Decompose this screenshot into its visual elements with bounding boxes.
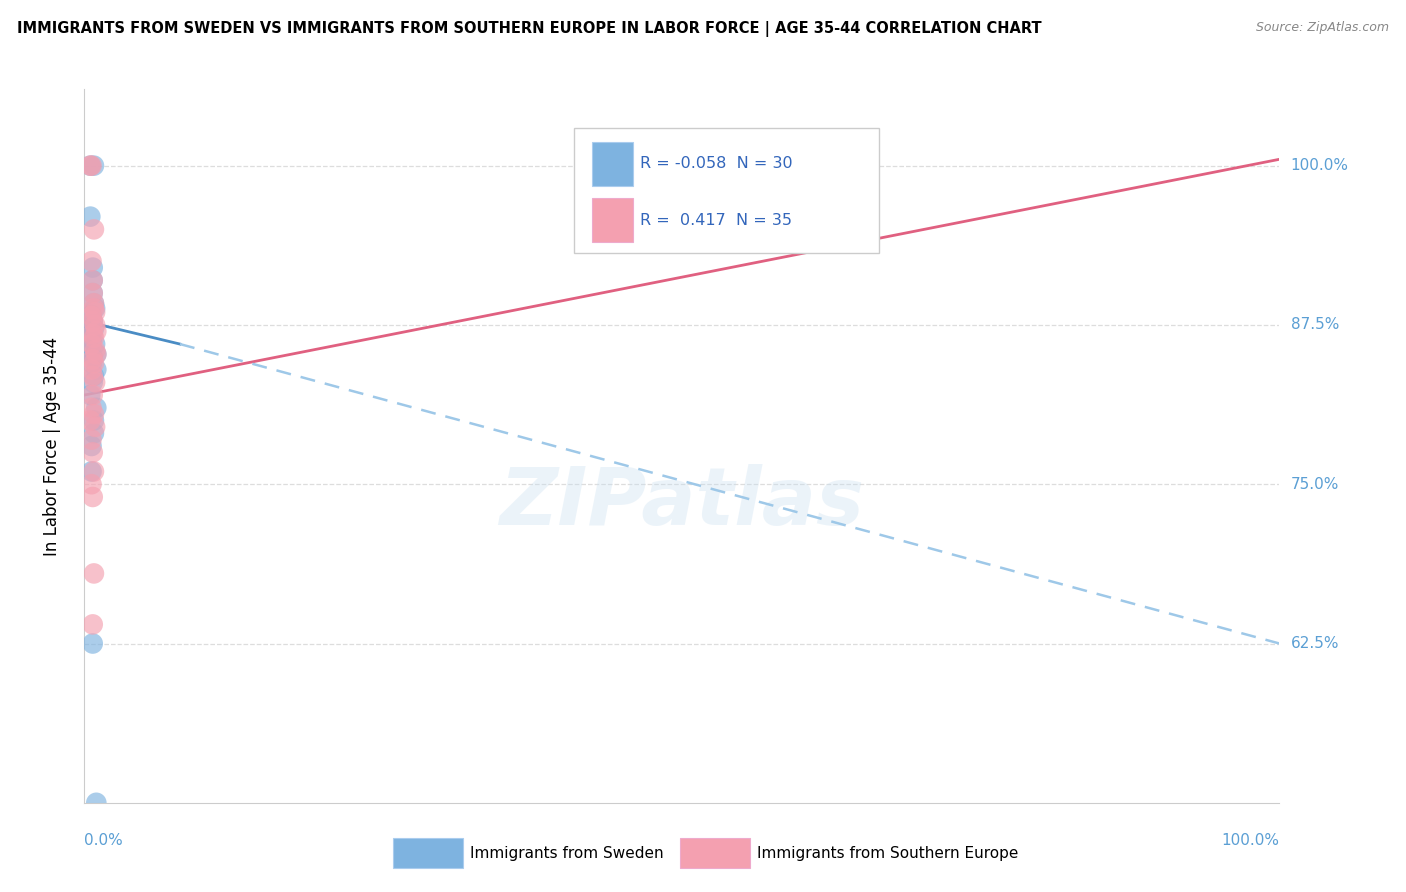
Text: Source: ZipAtlas.com: Source: ZipAtlas.com — [1256, 21, 1389, 35]
Text: ZIPatlas: ZIPatlas — [499, 464, 865, 542]
Text: 62.5%: 62.5% — [1291, 636, 1339, 651]
Text: 87.5%: 87.5% — [1291, 318, 1339, 333]
Point — [82, 273, 104, 287]
Point — [79, 159, 101, 173]
Point — [80, 439, 103, 453]
Point — [80, 362, 103, 376]
Point — [86, 347, 108, 361]
Point — [83, 159, 105, 173]
Point — [79, 210, 101, 224]
Point — [84, 337, 107, 351]
Text: 100.0%: 100.0% — [1222, 833, 1279, 848]
Text: 0.0%: 0.0% — [84, 833, 124, 848]
Point — [83, 368, 105, 383]
Point — [80, 433, 103, 447]
Point — [80, 465, 103, 479]
Text: R =  0.417  N = 35: R = 0.417 N = 35 — [640, 213, 792, 227]
Point — [79, 343, 101, 358]
Point — [84, 376, 107, 390]
Point — [84, 305, 107, 319]
Point — [82, 445, 104, 459]
Point — [83, 426, 105, 441]
Point — [80, 337, 103, 351]
Point — [79, 388, 101, 402]
Point — [82, 352, 104, 367]
Point — [84, 318, 107, 332]
Point — [86, 324, 108, 338]
Point — [82, 314, 104, 328]
Point — [80, 333, 103, 347]
Point — [83, 465, 105, 479]
Point — [83, 356, 105, 370]
Point — [82, 260, 104, 275]
Text: IMMIGRANTS FROM SWEDEN VS IMMIGRANTS FROM SOUTHERN EUROPE IN LABOR FORCE | AGE 3: IMMIGRANTS FROM SWEDEN VS IMMIGRANTS FRO… — [17, 21, 1042, 37]
Point — [82, 326, 104, 341]
Point — [82, 376, 104, 390]
Point — [83, 566, 105, 581]
Text: 75.0%: 75.0% — [1291, 476, 1339, 491]
Point — [86, 362, 108, 376]
FancyBboxPatch shape — [575, 128, 879, 253]
Point — [83, 296, 105, 310]
Point — [79, 318, 101, 332]
FancyBboxPatch shape — [592, 198, 633, 243]
Point — [86, 347, 108, 361]
Text: 100.0%: 100.0% — [1291, 158, 1348, 173]
Point — [82, 286, 104, 301]
Point — [83, 322, 105, 336]
Point — [80, 308, 103, 322]
Point — [82, 286, 104, 301]
Point — [82, 350, 104, 364]
Point — [84, 420, 107, 434]
Point — [79, 413, 101, 427]
Point — [79, 159, 101, 173]
Point — [84, 343, 107, 358]
Point — [82, 388, 104, 402]
Point — [83, 331, 105, 345]
FancyBboxPatch shape — [392, 838, 463, 869]
FancyBboxPatch shape — [592, 142, 633, 186]
Point — [83, 296, 105, 310]
Point — [82, 617, 104, 632]
Point — [82, 490, 104, 504]
Point — [82, 273, 104, 287]
Point — [80, 477, 103, 491]
Point — [83, 222, 105, 236]
Point — [82, 636, 104, 650]
Point — [86, 796, 108, 810]
Point — [80, 401, 103, 415]
Text: R = -0.058  N = 30: R = -0.058 N = 30 — [640, 156, 793, 171]
Y-axis label: In Labor Force | Age 35-44: In Labor Force | Age 35-44 — [42, 336, 60, 556]
Point — [80, 356, 103, 370]
Point — [83, 301, 105, 316]
Point — [83, 413, 105, 427]
FancyBboxPatch shape — [679, 838, 749, 869]
Point — [83, 407, 105, 421]
Point — [80, 159, 103, 173]
Point — [82, 368, 104, 383]
Text: Immigrants from Southern Europe: Immigrants from Southern Europe — [758, 846, 1018, 861]
Point — [80, 326, 103, 341]
Text: Immigrants from Sweden: Immigrants from Sweden — [471, 846, 664, 861]
Point — [80, 254, 103, 268]
Point — [84, 301, 107, 316]
Point — [82, 314, 104, 328]
Point — [80, 309, 103, 323]
Point — [86, 401, 108, 415]
